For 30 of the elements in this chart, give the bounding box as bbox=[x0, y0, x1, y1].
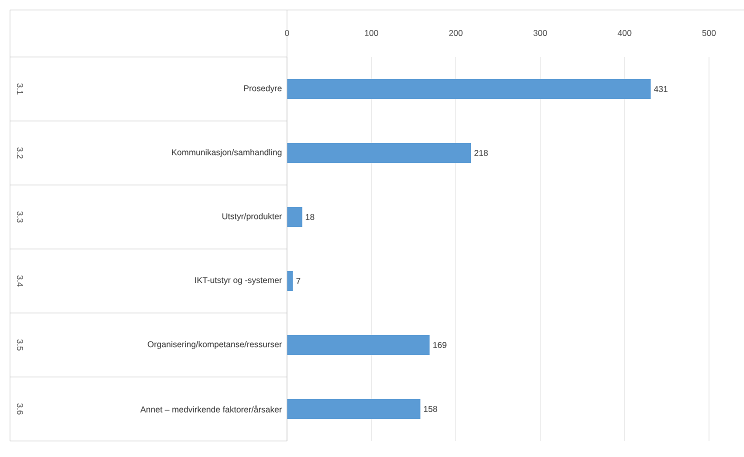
x-tick-label: 0 bbox=[284, 30, 290, 36]
bar bbox=[287, 78, 651, 99]
bar bbox=[287, 270, 293, 291]
x-tick-label: 200 bbox=[449, 30, 463, 36]
data-label: 431 bbox=[654, 86, 668, 92]
text: 3.6 bbox=[17, 403, 23, 415]
y-tick-label: Utstyr/produkter bbox=[222, 213, 282, 221]
y-tick-label: Annet – medvirkende faktorer/årsaker bbox=[140, 406, 282, 412]
bar bbox=[287, 334, 430, 355]
x-tick-label: 500 bbox=[702, 30, 716, 36]
y-tick-label: Prosedyre bbox=[244, 85, 282, 93]
text: 3.3 bbox=[17, 211, 23, 223]
data-label: 169 bbox=[433, 342, 446, 348]
bar bbox=[287, 398, 420, 419]
data-label: 18 bbox=[306, 214, 314, 220]
data-label: 158 bbox=[424, 406, 438, 412]
data-label: 7 bbox=[296, 278, 300, 284]
text: 3.4 bbox=[17, 275, 23, 287]
bar bbox=[287, 206, 302, 227]
x-tick-label: 400 bbox=[618, 30, 632, 36]
x-tick-label: 100 bbox=[364, 30, 378, 36]
x-tick-label: 300 bbox=[533, 30, 547, 36]
text: 3.1 bbox=[17, 83, 23, 94]
data-label: 218 bbox=[474, 150, 488, 156]
y-tick-label: Kommunikasjon/samhandling bbox=[172, 149, 282, 157]
bar bbox=[287, 142, 471, 163]
text: 3.5 bbox=[17, 339, 23, 351]
text: 3.2 bbox=[17, 147, 23, 158]
y-tick-label: Organisering/kompetanse/ressurser bbox=[148, 341, 282, 349]
y-tick-label: IKT-utstyr og -systemer bbox=[195, 277, 282, 285]
